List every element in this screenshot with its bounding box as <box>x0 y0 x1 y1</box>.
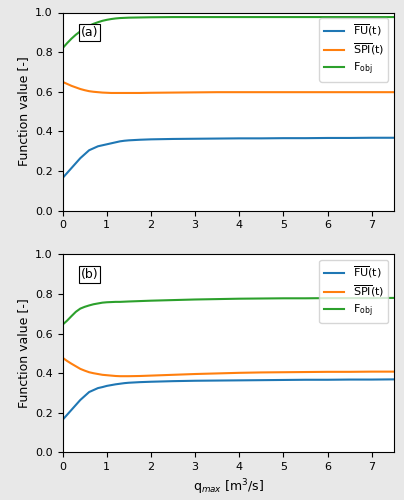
Y-axis label: Function value [-]: Function value [-] <box>17 56 29 166</box>
Y-axis label: Function value [-]: Function value [-] <box>17 298 29 408</box>
Text: (b): (b) <box>81 268 99 281</box>
X-axis label: q$_{max}$ [m$^3$/s]: q$_{max}$ [m$^3$/s] <box>193 478 264 498</box>
Text: (a): (a) <box>81 26 98 40</box>
Legend: $\mathregular{\overline{FU}}$(t), $\mathregular{\overline{SPI}}$(t), F$\mathregu: $\mathregular{\overline{FU}}$(t), $\math… <box>320 260 388 324</box>
Legend: $\mathregular{\overline{FU}}$(t), $\mathregular{\overline{SPI}}$(t), F$\mathregu: $\mathregular{\overline{FU}}$(t), $\math… <box>320 18 388 82</box>
